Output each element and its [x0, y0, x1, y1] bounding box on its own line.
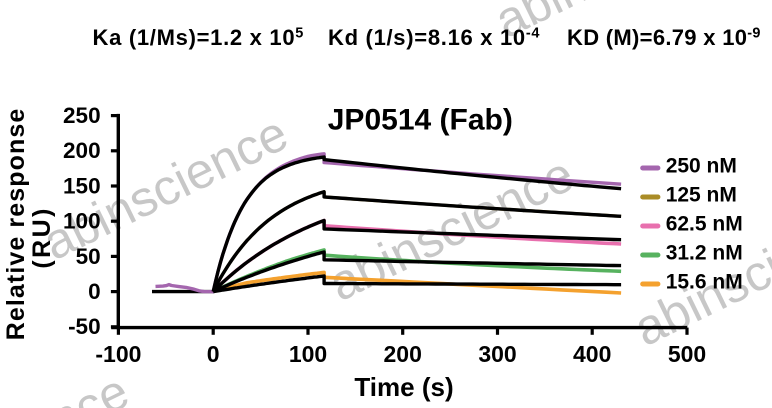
svg-text:(RU): (RU) [28, 206, 56, 268]
svg-text:Ka (1/Ms)=1.2 x 105: Ka (1/Ms)=1.2 x 105 [93, 25, 305, 50]
svg-text:250: 250 [63, 103, 101, 128]
svg-text:400: 400 [573, 341, 611, 367]
svg-text:0: 0 [207, 341, 220, 367]
svg-text:KD (M)=6.79 x 10-9: KD (M)=6.79 x 10-9 [567, 25, 761, 50]
svg-text:150: 150 [63, 173, 101, 198]
svg-text:62.5 nM: 62.5 nM [666, 213, 743, 236]
svg-text:200: 200 [63, 138, 101, 163]
svg-text:15.6 nM: 15.6 nM [666, 271, 743, 294]
svg-text:50: 50 [76, 244, 101, 269]
svg-text:Relative response: Relative response [2, 108, 30, 341]
svg-text:100: 100 [63, 209, 101, 234]
svg-text:300: 300 [478, 341, 516, 367]
svg-text:31.2 nM: 31.2 nM [666, 242, 743, 265]
svg-text:100: 100 [289, 341, 327, 367]
svg-text:500: 500 [668, 341, 706, 367]
svg-text:Time (s): Time (s) [354, 372, 453, 402]
svg-text:200: 200 [384, 341, 422, 367]
svg-text:250 nM: 250 nM [666, 155, 737, 178]
svg-text:125 nM: 125 nM [666, 184, 737, 207]
svg-text:-50: -50 [68, 314, 101, 339]
svg-text:JP0514 (Fab): JP0514 (Fab) [328, 104, 513, 137]
svg-text:Kd (1/s)=8.16 x 10-4: Kd (1/s)=8.16 x 10-4 [328, 25, 540, 50]
svg-text:-100: -100 [95, 341, 141, 367]
svg-text:0: 0 [88, 279, 101, 304]
